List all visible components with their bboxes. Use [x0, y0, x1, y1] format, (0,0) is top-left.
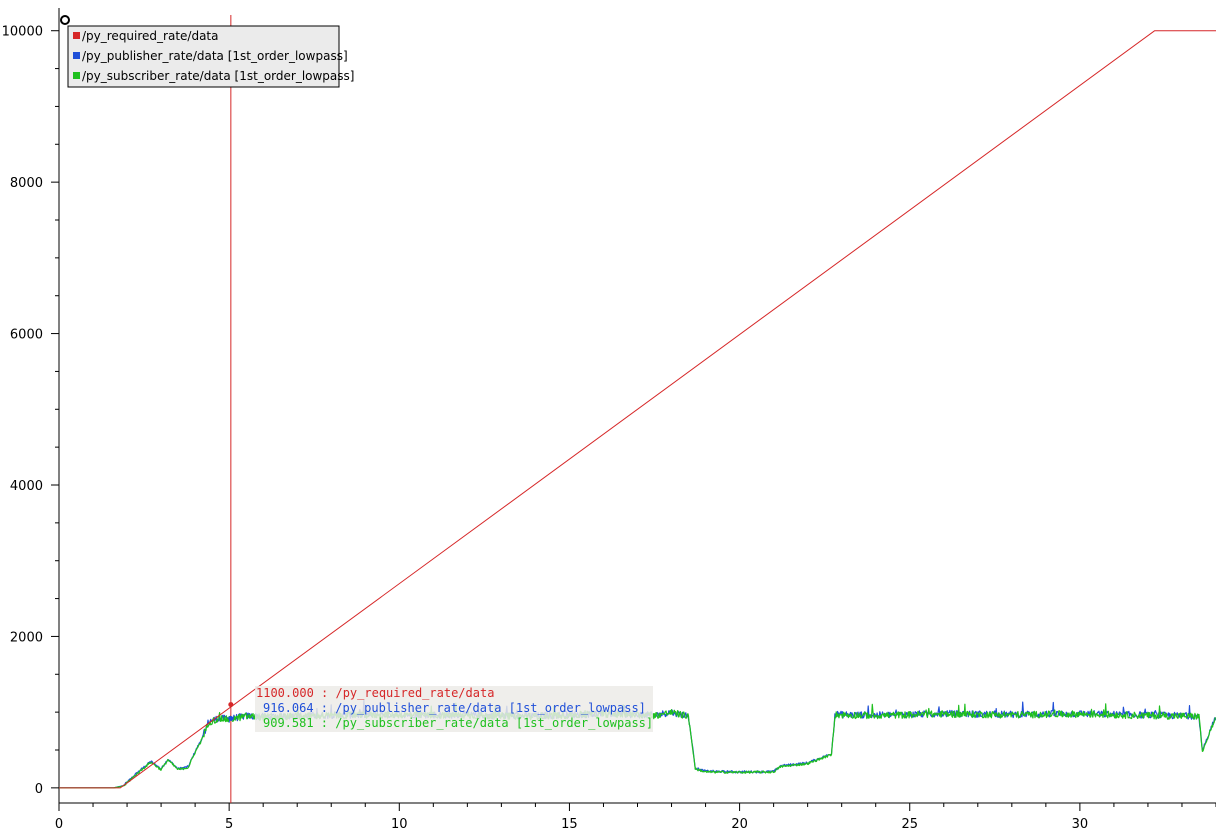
zoom-origin-marker[interactable] — [60, 15, 70, 25]
legend[interactable]: /py_required_rate/data/py_publisher_rate… — [67, 25, 354, 88]
legend-entry[interactable]: /py_required_rate/data — [82, 29, 219, 43]
x-tick-label: 20 — [731, 817, 748, 832]
x-tick-label: 0 — [55, 817, 63, 832]
legend-swatch[interactable] — [73, 32, 80, 39]
series-required-rate — [59, 30, 1216, 789]
legend-box[interactable] — [67, 25, 340, 88]
legend-swatch[interactable] — [73, 52, 80, 59]
axes: 0 5 10 15 20 25 30 0 2000 4000 6000 8000 10000 — [2, 8, 1216, 832]
y-tick-label: 0 — [35, 782, 43, 797]
cursor-readout-box — [255, 686, 653, 732]
cursor-point-publisher — [228, 715, 234, 721]
legend-entry[interactable]: /py_subscriber_rate/data [1st_order_lowp… — [82, 69, 354, 83]
legend-swatch[interactable] — [73, 72, 80, 79]
tracker-cursor[interactable]: 1100.000 : /py_required_rate/data916.064… — [228, 15, 653, 803]
series-lines — [59, 30, 1216, 789]
y-tick-label: 2000 — [10, 630, 43, 645]
cursor-point-required — [228, 702, 234, 708]
cursor-readout-text: 909.581 : /py_subscriber_rate/data [1st_… — [263, 716, 653, 730]
cursor-readout-text: 1100.000 : /py_required_rate/data — [256, 686, 494, 700]
cursor-readout-text: 916.064 : /py_publisher_rate/data [1st_o… — [263, 701, 646, 715]
x-tick-label: 10 — [391, 817, 408, 832]
x-tick-label: 30 — [1072, 817, 1089, 832]
x-tick-label: 25 — [901, 817, 918, 832]
x-tick-label: 15 — [561, 817, 578, 832]
y-tick-label: 4000 — [10, 479, 43, 494]
y-tick-label: 6000 — [10, 328, 43, 343]
y-tick-label: 8000 — [10, 176, 43, 191]
x-tick-label: 5 — [225, 817, 233, 832]
y-tick-label: 10000 — [2, 25, 43, 40]
legend-entry[interactable]: /py_publisher_rate/data [1st_order_lowpa… — [82, 49, 348, 63]
